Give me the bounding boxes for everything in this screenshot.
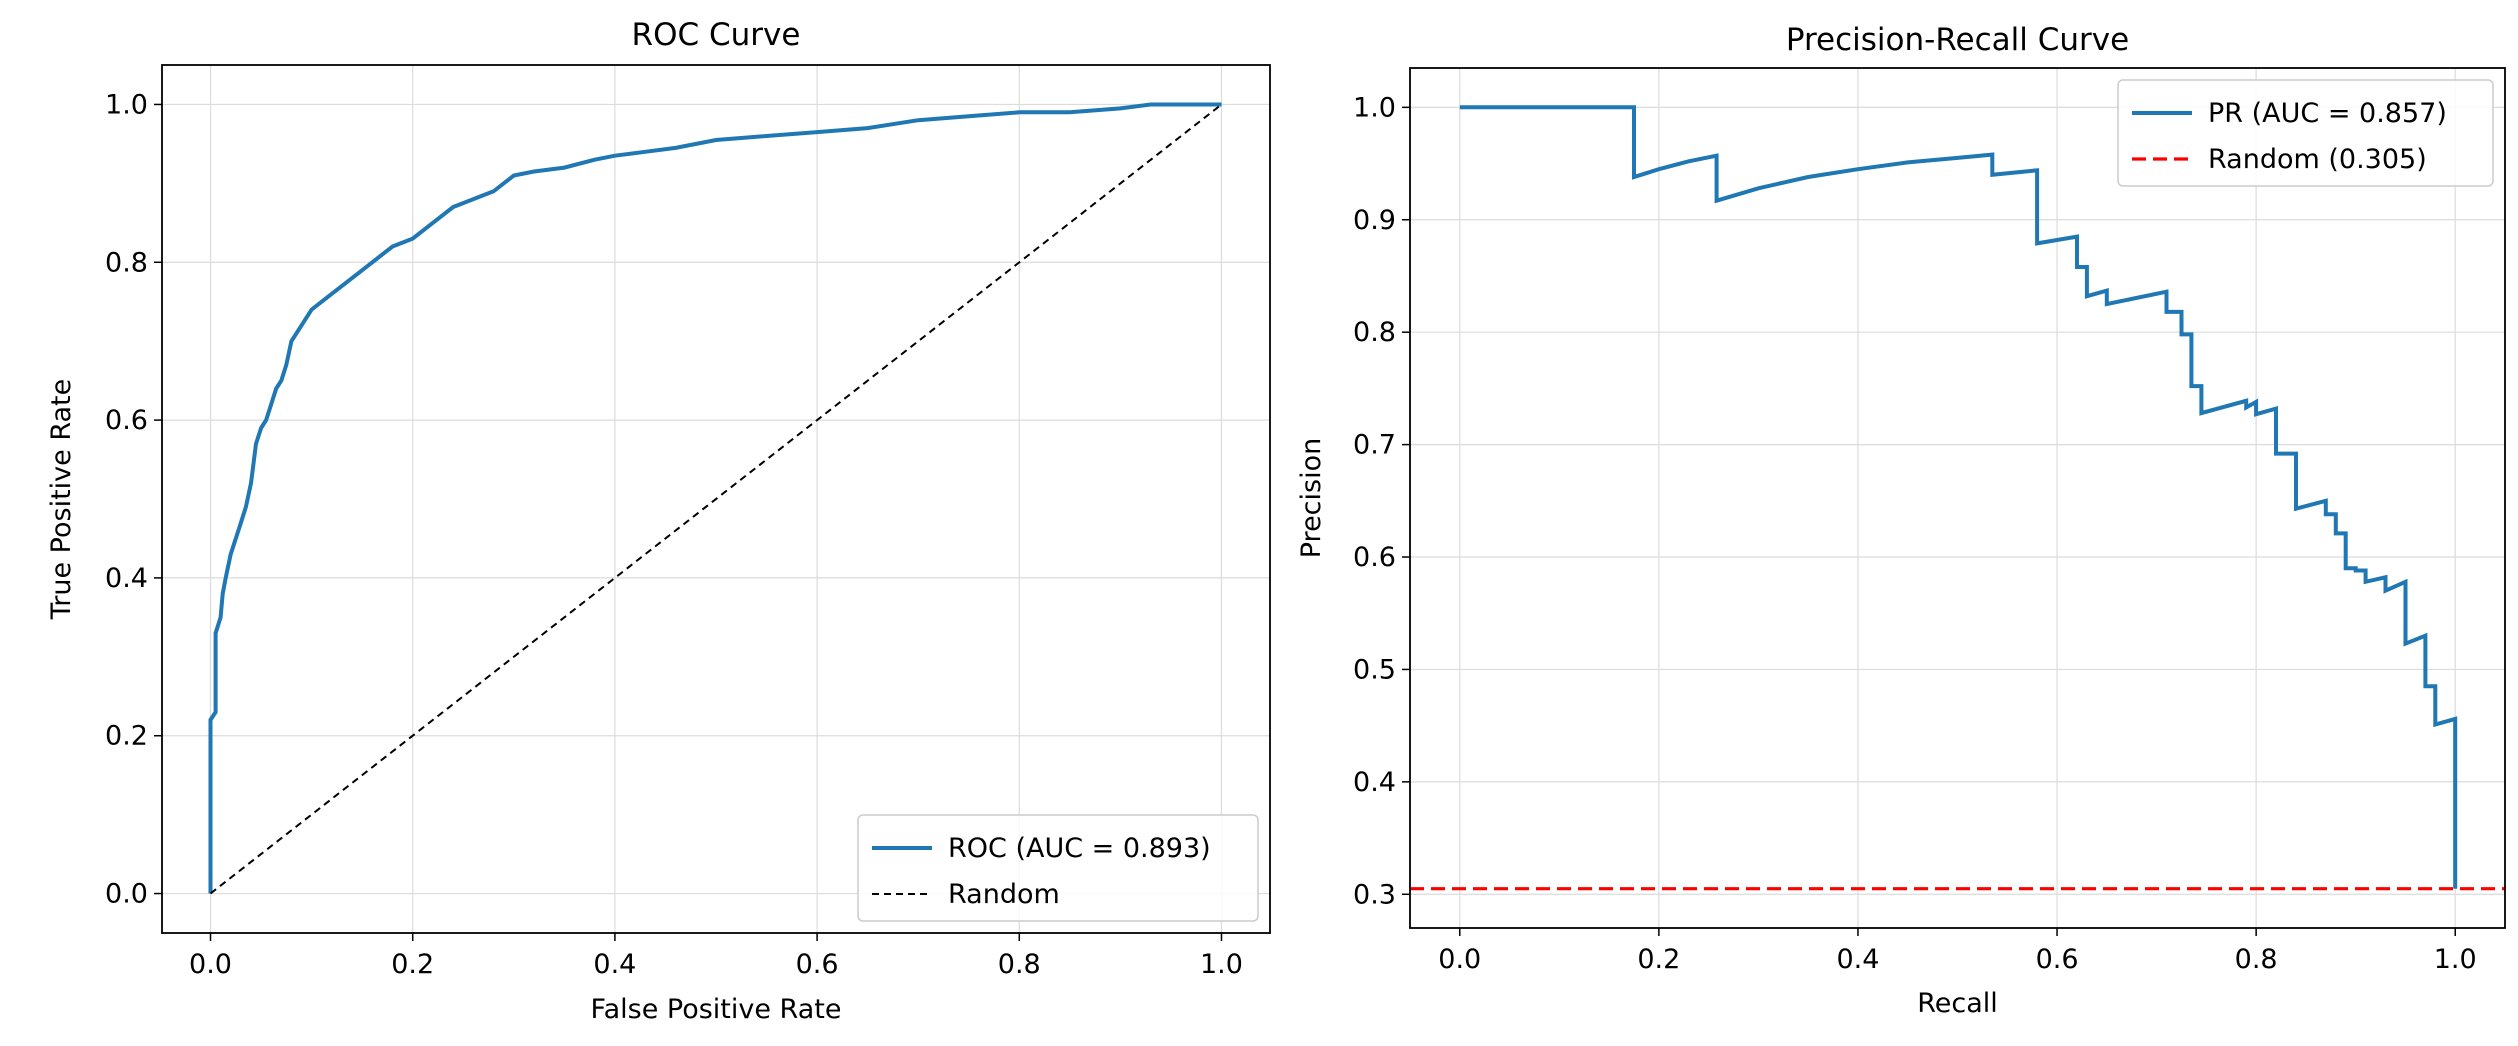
y-axis-label: True Positive Rate (46, 379, 77, 621)
legend: PR (AUC = 0.857) Random (0.305) (2117, 79, 2494, 187)
y-tick-label: 0.5 (1353, 654, 1396, 685)
chart-2: 0.0 0.2 0.4 0.6 0.8 1.0 0.3 0.4 0.5 0.6 0.7 0.8 0.9 1… (1296, 22, 2506, 1019)
legend-label: PR (AUC = 0.857) (2208, 98, 2447, 129)
y-tick-label: 0.8 (1353, 317, 1396, 348)
chart-title: Precision-Recall Curve (1786, 22, 2129, 58)
y-tick-label: 1.0 (105, 89, 148, 120)
y-tick-label: 0.9 (1353, 205, 1396, 236)
y-tick-label: 0.8 (105, 247, 148, 278)
legend-box (2117, 79, 2494, 187)
axes-frame (1409, 67, 2506, 929)
y-tick-label: 0.6 (105, 405, 148, 436)
chart-1: 0.0 0.2 0.4 0.6 0.8 1.0 0.0 0.2 0.4 0.6 0.8 1.0 ROC … (46, 17, 1271, 1025)
x-tick-label: 0.0 (189, 949, 232, 980)
series-line-2 (209, 103, 1223, 895)
y-tick-label: 0.7 (1353, 430, 1396, 461)
series-line-1 (1459, 105, 2458, 889)
y-tick-label: 0.0 (105, 879, 148, 910)
x-tick-label: 0.0 (1438, 944, 1481, 975)
legend-label: ROC (AUC = 0.893) (948, 833, 1211, 864)
x-tick-label: 1.0 (1200, 949, 1243, 980)
y-tick-label: 1.0 (1353, 92, 1396, 123)
plot-area (208, 102, 1223, 895)
y-tick-label: 0.6 (1353, 542, 1396, 573)
y-tick-label: 0.2 (105, 721, 148, 752)
chart-title: ROC Curve (632, 17, 801, 53)
x-tick-label: 0.2 (1637, 944, 1680, 975)
y-axis-label: Precision (1296, 438, 1327, 558)
plot-area (1410, 105, 2505, 891)
y-tick-label: 0.4 (105, 563, 148, 594)
x-tick-label: 0.4 (593, 949, 636, 980)
legend-label: Random (0.305) (2208, 144, 2427, 175)
y-tick-label: 0.3 (1353, 879, 1396, 910)
x-axis-label: False Positive Rate (591, 994, 842, 1025)
legend-box (857, 814, 1259, 922)
legend-label: Random (948, 879, 1060, 910)
x-tick-label: 0.8 (998, 949, 1041, 980)
x-tick-label: 0.6 (2036, 944, 2079, 975)
x-axis-label: Recall (1917, 988, 1998, 1019)
x-tick-label: 0.6 (796, 949, 839, 980)
x-tick-label: 0.4 (1836, 944, 1879, 975)
x-tick-label: 0.8 (2235, 944, 2278, 975)
x-tick-label: 1.0 (2434, 944, 2477, 975)
y-tick-label: 0.4 (1353, 767, 1396, 798)
series-line-1 (208, 102, 1222, 894)
axes-frame (161, 64, 1271, 934)
x-tick-label: 0.2 (391, 949, 434, 980)
legend: ROC (AUC = 0.893) Random (857, 814, 1259, 922)
